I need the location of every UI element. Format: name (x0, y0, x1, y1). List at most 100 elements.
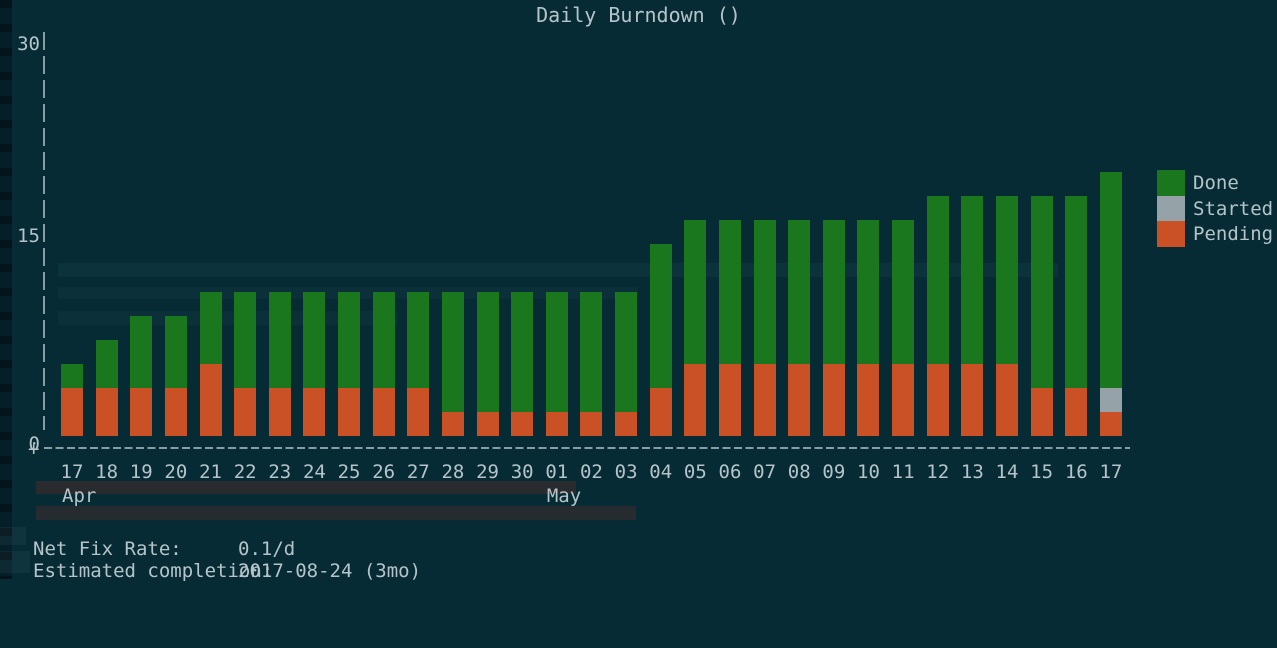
bar-segment-pending (822, 364, 845, 436)
x-tick-label: 24 (302, 461, 326, 483)
chart-plot-area (61, 172, 1122, 436)
bar-segment-pending (580, 412, 603, 436)
bar-segment-done (441, 292, 464, 412)
bar-segment-pending (1030, 388, 1053, 436)
x-tick-label: 27 (406, 461, 430, 483)
bar-segment-done (338, 292, 361, 388)
bar-segment-pending (95, 388, 118, 436)
legend-label-started: Started (1193, 197, 1274, 220)
bar-segment-done (857, 220, 880, 364)
bar-segment-pending (372, 388, 395, 436)
bar-segment-started (1099, 388, 1122, 412)
bar-segment-done (1030, 196, 1053, 388)
x-tick-label: 04 (649, 461, 673, 483)
chart-legend: Done Started Pending (1157, 170, 1274, 247)
chart-title: Daily Burndown () (536, 3, 741, 27)
legend-swatch-pending (1157, 221, 1185, 247)
x-tick-label: 25 (337, 461, 361, 483)
y-axis-line (43, 32, 45, 430)
bar-segment-pending (61, 388, 83, 436)
bar-segment-pending (441, 412, 464, 436)
x-tick-label: 18 (95, 461, 119, 483)
x-tick-label: 11 (891, 461, 915, 483)
x-tick-label: 17 (60, 461, 84, 483)
estimated-completion-value: 2017-08-24 (3mo) (238, 560, 422, 582)
x-tick-label: 22 (233, 461, 257, 483)
x-tick-label: 29 (476, 461, 499, 483)
bar-segment-pending (545, 412, 568, 436)
x-tick-label: 17 (1099, 461, 1123, 483)
bar-segment-done (372, 292, 395, 388)
bar-segment-pending (892, 364, 915, 436)
y-tick-label: 0 (28, 433, 40, 455)
month-label: Apr (62, 485, 97, 507)
bar-segment-done (303, 292, 326, 388)
bar-segment-pending (961, 364, 984, 436)
bar-segment-done (788, 220, 811, 364)
bar-segment-pending (996, 364, 1018, 436)
bar-segment-done (892, 220, 915, 364)
y-axis-tick-labels: 30 15 0 (17, 33, 40, 455)
x-tick-label: 09 (822, 461, 846, 483)
x-tick-label: 19 (129, 461, 153, 483)
bar-segment-pending (649, 388, 672, 436)
bar-segment-pending (1065, 388, 1088, 436)
y-tick-label: 15 (17, 225, 40, 247)
bar-segment-done (268, 292, 291, 388)
x-tick-label: 30 (510, 461, 534, 483)
bar-segment-done (649, 244, 672, 388)
x-tick-label: 05 (683, 461, 707, 483)
bar-segment-pending (199, 364, 222, 436)
bar-segment-done (95, 340, 118, 388)
y-tick-label: 30 (17, 33, 40, 55)
bar-segment-pending (338, 388, 361, 436)
bar-segment-pending (926, 364, 949, 436)
bar-segment-done (580, 292, 603, 412)
bar-segment-done (164, 316, 187, 388)
legend-label-pending: Pending (1193, 223, 1274, 245)
bar-segment-pending (303, 388, 326, 436)
x-tick-label: 03 (614, 461, 638, 483)
legend-label-done: Done (1193, 172, 1239, 194)
bar-segment-done (545, 292, 568, 412)
x-tick-label: 12 (926, 461, 950, 483)
bar-segment-done (234, 292, 257, 388)
x-tick-label: 15 (1030, 461, 1054, 483)
bar-segment-pending (718, 364, 741, 436)
bar-segment-pending (684, 364, 707, 436)
estimated-completion-label: Estimated completion: (33, 560, 274, 582)
bar-segment-pending (753, 364, 776, 436)
bar-segment-done (61, 364, 83, 388)
x-tick-label: 21 (199, 461, 222, 483)
bar-segment-done (130, 316, 153, 388)
bar-segment-pending (130, 388, 153, 436)
bar-segment-pending (407, 388, 430, 436)
net-fix-rate-label: Net Fix Rate: (33, 538, 182, 560)
bar-segment-done (753, 220, 776, 364)
x-tick-label: 06 (718, 461, 742, 483)
bar-segment-done (1065, 196, 1088, 388)
legend-swatch-done (1157, 170, 1185, 196)
x-tick-label: 20 (164, 461, 188, 483)
bar-segment-done (511, 292, 534, 412)
x-tick-label: 07 (753, 461, 777, 483)
x-tick-label: 01 (545, 461, 569, 483)
bar-segment-done (476, 292, 499, 412)
bar-segment-done (407, 292, 430, 388)
bar-segment-done (684, 220, 707, 364)
bar-segment-done (718, 220, 741, 364)
bar-segment-pending (511, 412, 534, 436)
x-axis-tick-labels: 17 18 19 20 21 22 23 24 25 26 27 28 29 30 01 02 03 04 05 06… (60, 461, 1123, 507)
axis-origin-glyph: + (28, 438, 40, 460)
legend-swatch-started (1157, 195, 1185, 222)
bar-segment-done (1099, 172, 1122, 388)
x-tick-label: 13 (960, 461, 984, 483)
x-tick-label: 08 (787, 461, 811, 483)
month-label: May (546, 485, 582, 507)
bar-segment-pending (1099, 412, 1122, 436)
bar-segment-pending (164, 388, 187, 436)
x-tick-label: 02 (579, 461, 603, 483)
bar-segment-done (926, 196, 949, 364)
terminal-chart-window: Daily Burndown () + 30 15 0 17 18 19 20 21 22 23… (0, 0, 1274, 582)
bar-segment-pending (615, 412, 638, 436)
